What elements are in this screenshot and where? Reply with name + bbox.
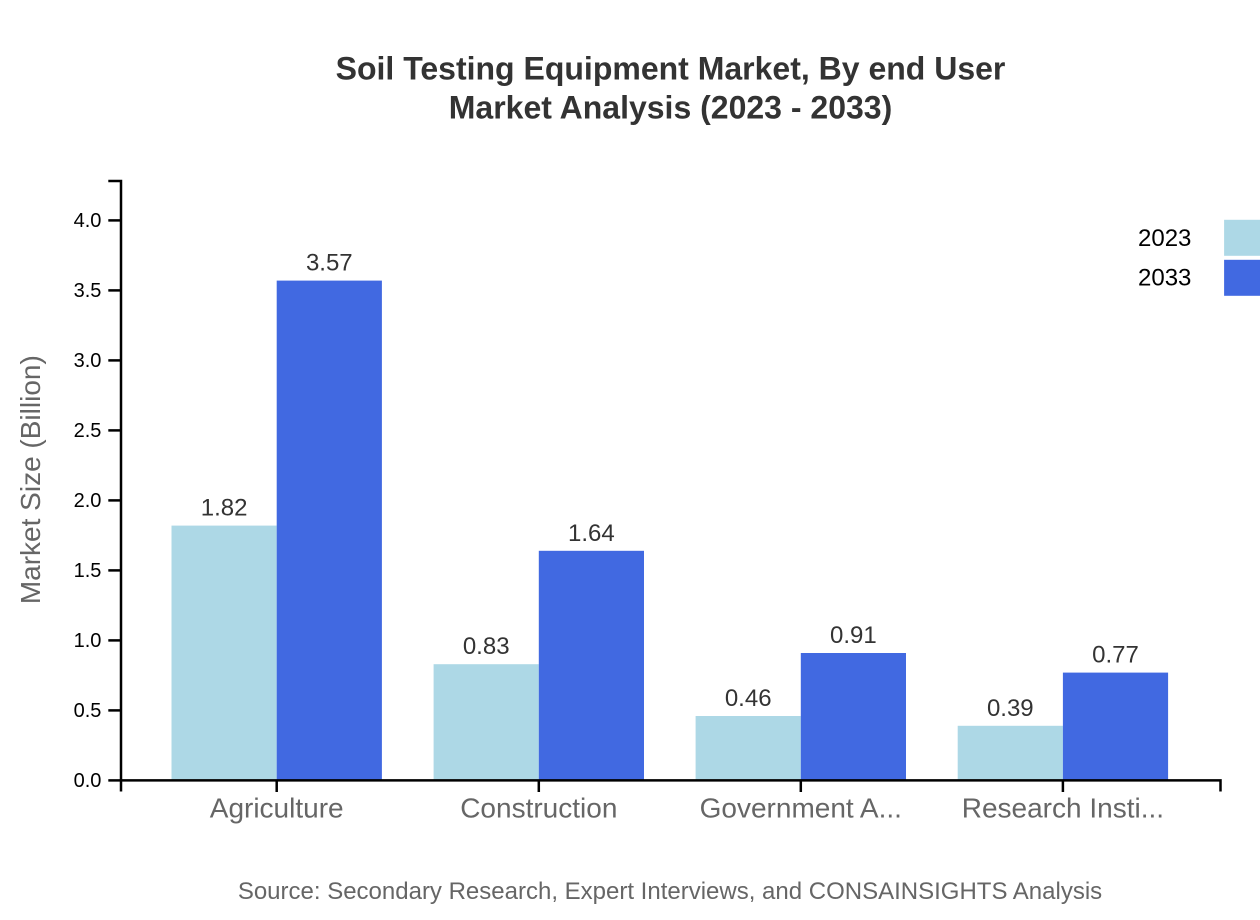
svg-text:Source: Secondary Research, Ex: Source: Secondary Research, Expert Inter… [238, 878, 1102, 905]
svg-text:1.5: 1.5 [74, 560, 102, 582]
svg-text:0.83: 0.83 [463, 633, 510, 660]
svg-text:1.0: 1.0 [74, 630, 102, 652]
svg-text:0.46: 0.46 [725, 685, 772, 712]
svg-text:3.0: 3.0 [74, 350, 102, 372]
svg-text:2.0: 2.0 [74, 490, 102, 512]
svg-text:0.77: 0.77 [1092, 642, 1139, 669]
svg-text:0.0: 0.0 [74, 770, 102, 792]
svg-text:Soil Testing Equipment Market,: Soil Testing Equipment Market, By end Us… [336, 50, 1006, 86]
svg-text:Research Insti...: Research Insti... [962, 792, 1164, 823]
svg-text:3.57: 3.57 [306, 250, 353, 277]
svg-text:Market Analysis (2023 - 2033): Market Analysis (2023 - 2033) [449, 89, 893, 125]
svg-text:0.39: 0.39 [987, 695, 1034, 722]
svg-text:2.5: 2.5 [74, 420, 102, 442]
svg-text:Government A...: Government A... [700, 792, 902, 823]
svg-text:4.0: 4.0 [74, 210, 102, 232]
svg-text:0.91: 0.91 [830, 622, 877, 649]
svg-text:2033: 2033 [1138, 265, 1191, 292]
svg-text:1.82: 1.82 [201, 495, 248, 522]
svg-text:3.5: 3.5 [74, 280, 102, 302]
svg-text:Construction: Construction [460, 792, 617, 823]
svg-text:0.5: 0.5 [74, 700, 102, 722]
svg-text:Agriculture: Agriculture [210, 792, 344, 823]
svg-text:1.64: 1.64 [568, 520, 615, 547]
svg-text:2023: 2023 [1138, 225, 1191, 252]
svg-text:Market Size (Billion): Market Size (Billion) [15, 355, 46, 604]
